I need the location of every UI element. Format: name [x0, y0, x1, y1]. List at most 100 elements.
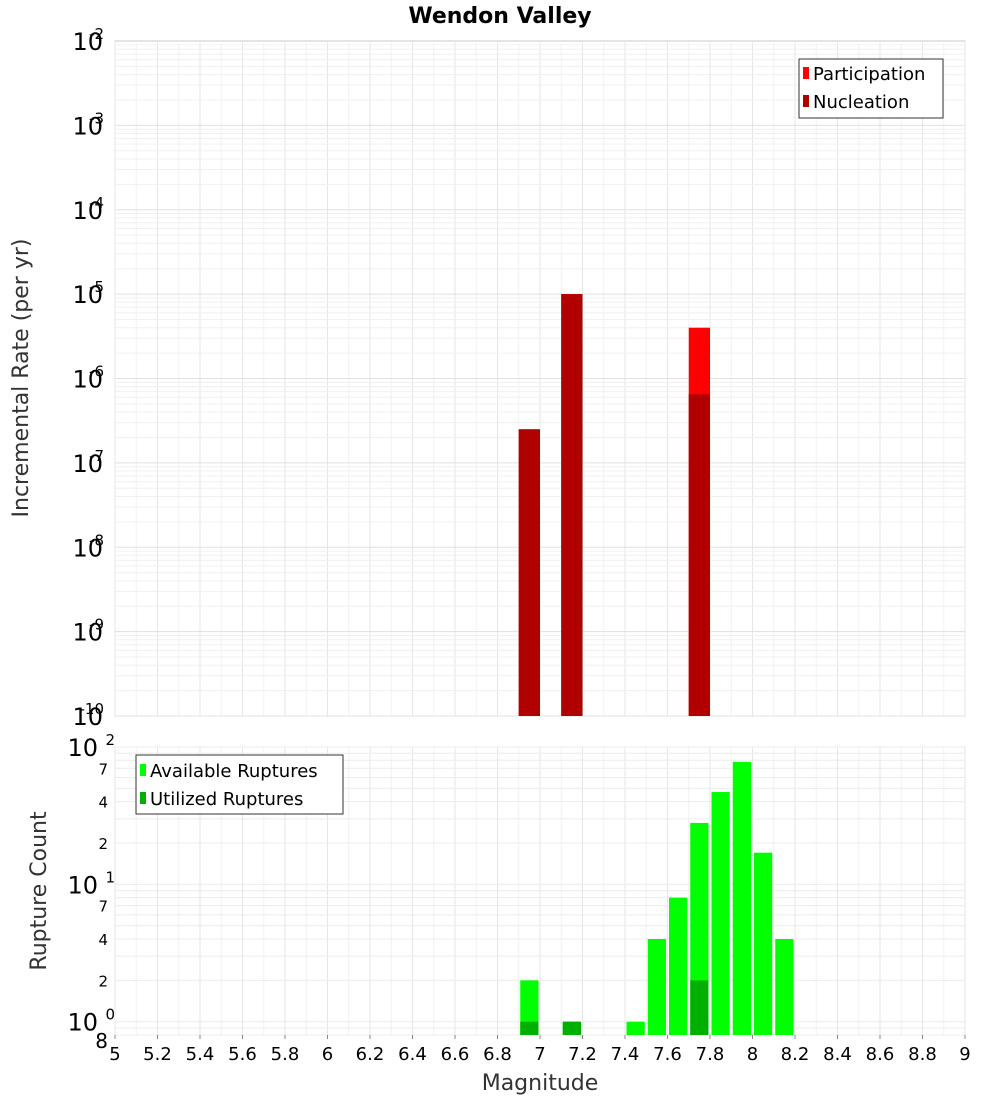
svg-text:-9: -9 — [89, 616, 104, 634]
bar-available — [732, 761, 751, 1035]
svg-text:-3: -3 — [89, 109, 104, 127]
svg-text:10: 10 — [67, 1009, 98, 1037]
bar-available — [775, 939, 794, 1035]
x-tick-label: 5.4 — [186, 1044, 215, 1065]
svg-text:10: 10 — [72, 619, 103, 647]
legend-swatch-available — [140, 764, 146, 776]
x-tick-label: 6.4 — [398, 1044, 427, 1065]
svg-text:7: 7 — [98, 760, 108, 778]
svg-text:-5: -5 — [89, 278, 104, 296]
svg-text:-4: -4 — [89, 194, 104, 212]
bar-nucleation — [518, 429, 540, 716]
rate-y-axis-label: Incremental Rate (per yr) — [9, 239, 34, 518]
x-tick-label: 5.8 — [271, 1044, 300, 1065]
x-axis-label: Magnitude — [482, 1071, 599, 1096]
rate-legend: Participation Nucleation — [798, 58, 944, 119]
y-tick-label: 10 0 — [67, 1006, 115, 1037]
y-tick-label: 7 — [98, 898, 108, 916]
svg-text:1: 1 — [105, 868, 115, 886]
y-tick-label: 8 — [95, 1029, 108, 1053]
x-tick-label: 6.8 — [483, 1044, 512, 1065]
svg-text:4: 4 — [98, 794, 108, 812]
bar-nucleation — [688, 394, 710, 716]
x-tick-label: 8.6 — [866, 1044, 895, 1065]
legend-swatch-nucleation — [803, 95, 809, 107]
svg-text:0: 0 — [105, 1006, 115, 1024]
x-tick-label: 8.4 — [823, 1044, 852, 1065]
y-tick-label: 10-6 — [72, 363, 104, 394]
svg-text:-10: -10 — [80, 700, 105, 718]
y-tick-label: 10 2 — [67, 731, 115, 762]
x-ticks: 5 5.2 5.4 5.6 5.8 6 6.2 6.4 6.6 6.8 7 7.2 7.4 7.6 7.8 8… — [109, 1035, 971, 1065]
x-tick-label: 8.2 — [781, 1044, 810, 1065]
chart-title: Wendon Valley — [408, 4, 591, 29]
x-tick-label: 6.2 — [356, 1044, 385, 1065]
count-y-axis-label: Rupture Count — [27, 811, 52, 971]
y-tick-label: 4 — [98, 931, 108, 949]
bar-available — [711, 792, 730, 1035]
count-grid — [114, 746, 966, 1036]
y-tick-label: 10-9 — [72, 616, 104, 647]
bar-available — [626, 1021, 645, 1035]
legend-swatch-participation — [803, 67, 809, 79]
x-tick-label: 7 — [534, 1044, 545, 1065]
svg-text:-6: -6 — [89, 363, 104, 381]
y-tick-label: 10-7 — [72, 447, 104, 478]
bar-available — [520, 980, 539, 1035]
x-tick-label: 7.4 — [611, 1044, 640, 1065]
svg-text:10: 10 — [72, 112, 103, 140]
bar-utilized — [690, 980, 709, 1035]
x-tick-label: 7.8 — [696, 1044, 725, 1065]
y-tick-label: 4 — [98, 794, 108, 812]
x-tick-label: 8 — [747, 1044, 758, 1065]
x-tick-label: 8.8 — [908, 1044, 937, 1065]
y-tick-label: 7 — [98, 760, 108, 778]
y-tick-label: 10-2 — [72, 25, 104, 56]
y-tick-label: 10 1 — [67, 868, 115, 899]
count-legend-box — [135, 754, 344, 815]
svg-text:10: 10 — [67, 734, 98, 762]
svg-text:-7: -7 — [89, 447, 104, 465]
svg-text:10: 10 — [72, 281, 103, 309]
svg-text:10: 10 — [67, 871, 98, 899]
svg-text:2: 2 — [105, 731, 115, 749]
y-tick-label: 10-8 — [72, 531, 104, 562]
legend-label-nucleation: Nucleation — [813, 92, 909, 113]
bar-available — [754, 852, 773, 1035]
rate-bars — [518, 294, 710, 716]
rate-legend-box — [798, 58, 944, 119]
svg-text:10: 10 — [72, 366, 103, 394]
x-tick-label: 6.6 — [441, 1044, 470, 1065]
legend-label-available: Available Ruptures — [150, 761, 318, 782]
svg-text:2: 2 — [98, 972, 108, 990]
svg-text:8: 8 — [95, 1029, 108, 1053]
y-tick-label: 10-4 — [72, 194, 104, 225]
svg-text:7: 7 — [98, 898, 108, 916]
x-tick-label: 6 — [322, 1044, 333, 1065]
svg-text:10: 10 — [72, 28, 103, 56]
bar-utilized — [520, 1021, 539, 1035]
bar-nucleation — [561, 294, 583, 716]
x-tick-label: 5.2 — [143, 1044, 172, 1065]
count-bars — [520, 761, 794, 1035]
svg-text:10: 10 — [72, 534, 103, 562]
legend-swatch-utilized — [140, 792, 146, 804]
x-tick-label: 5 — [109, 1044, 120, 1065]
y-tick-label: 2 — [98, 972, 108, 990]
legend-label-utilized: Utilized Ruptures — [150, 789, 303, 810]
y-tick-label: 10-5 — [72, 278, 104, 309]
bar-available — [647, 939, 666, 1035]
bar-utilized — [562, 1021, 581, 1035]
svg-text:2: 2 — [98, 835, 108, 853]
rate-grid — [114, 41, 966, 717]
svg-text:-8: -8 — [89, 531, 104, 549]
y-tick-label: 2 — [98, 835, 108, 853]
y-tick-label: 10-10 — [72, 700, 104, 731]
y-tick-label: 10-3 — [72, 109, 104, 140]
